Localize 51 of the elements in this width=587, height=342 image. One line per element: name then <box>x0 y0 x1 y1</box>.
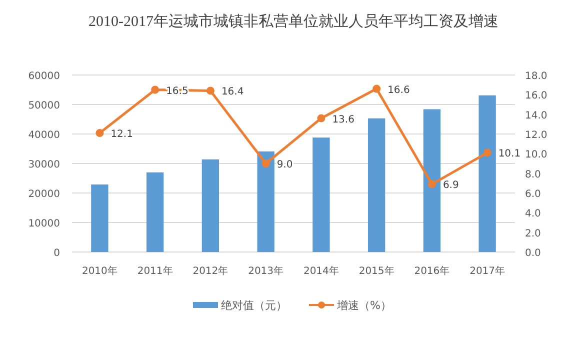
y-tick-label: 0 <box>54 248 60 259</box>
y2-tick-label: 4.0 <box>525 208 541 220</box>
x-tick-label: 2010年 <box>82 265 118 277</box>
legend-label: 增速（%） <box>336 299 392 312</box>
y2-tick-label: 6.0 <box>525 189 541 200</box>
y2-tick-label: 0.0 <box>525 248 541 259</box>
legend-label: 绝对值（元） <box>221 299 287 312</box>
data-label: 10.1 <box>498 148 521 160</box>
y2-tick-label: 14.0 <box>525 110 548 122</box>
y2-tick-label: 18.0 <box>525 71 548 82</box>
y-tick-label: 20000 <box>28 189 60 200</box>
y-tick-label: 40000 <box>28 130 60 141</box>
x-tick-label: 2014年 <box>303 265 339 277</box>
point <box>96 129 104 138</box>
bar <box>202 159 220 252</box>
point <box>206 86 214 95</box>
x-tick-label: 2015年 <box>358 265 394 277</box>
bar <box>312 138 330 252</box>
bar <box>91 184 108 252</box>
point <box>262 160 270 168</box>
bar <box>423 109 441 252</box>
bar <box>478 95 496 252</box>
y-tick-label: 50000 <box>28 100 60 112</box>
data-label: 13.6 <box>332 114 354 126</box>
data-label: 12.1 <box>110 129 133 140</box>
x-tick-label: 2012年 <box>192 265 228 277</box>
y-tick-label: 60000 <box>28 71 60 82</box>
x-tick-label: 2016年 <box>414 265 450 277</box>
data-label: 9.0 <box>276 160 293 170</box>
bar <box>257 151 274 252</box>
point <box>372 84 381 93</box>
data-label: 16.6 <box>388 84 410 96</box>
chart-title: 2010-2017年运城市城镇非私营单位就业人员年平均工资及增速 <box>88 13 498 30</box>
y2-tick-label: 8.0 <box>525 169 541 180</box>
point <box>483 148 492 157</box>
y2-tick-label: 12.0 <box>525 130 548 141</box>
x-tick-label: 2013年 <box>248 265 284 277</box>
y2-tick-label: 10.0 <box>525 150 548 161</box>
point <box>151 86 160 94</box>
bar <box>368 118 386 252</box>
y2-tick-label: 16.0 <box>525 90 548 102</box>
y-tick-label: 10000 <box>28 218 60 230</box>
data-label: 6.9 <box>442 180 459 192</box>
y2-tick-label: 2.0 <box>525 228 541 240</box>
bar <box>146 172 164 252</box>
data-label: 16.4 <box>221 86 244 98</box>
point <box>317 114 326 122</box>
y-tick-label: 30000 <box>28 160 60 170</box>
x-tick-label: 2011年 <box>137 265 173 277</box>
point <box>428 180 436 188</box>
x-tick-label: 2017年 <box>470 265 506 277</box>
